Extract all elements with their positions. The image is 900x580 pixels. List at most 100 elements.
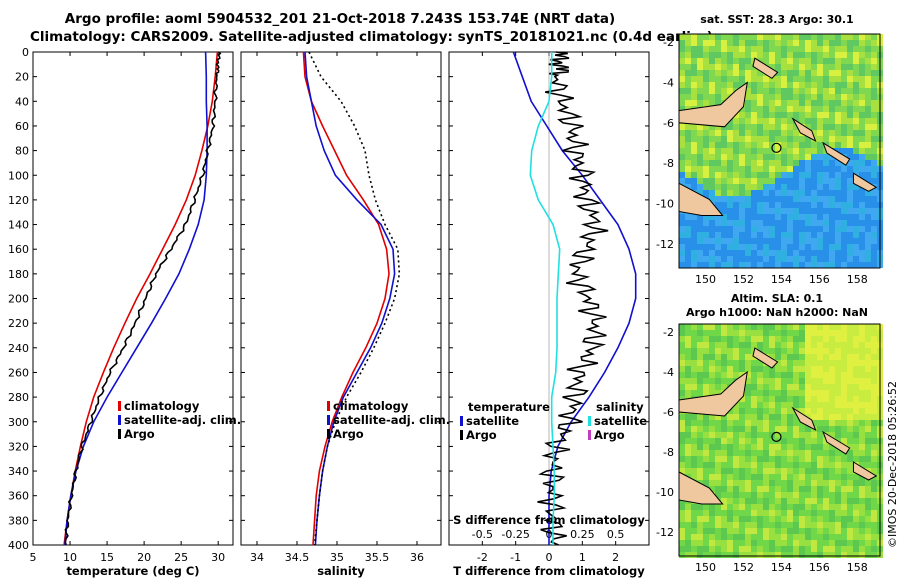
map-cell [799,402,805,408]
sst-map-title: sat. SST: 28.3 Argo: 30.1 [700,13,854,26]
map-cell [781,510,787,516]
map-cell [865,34,871,40]
map-cell [715,244,721,250]
map-cell [733,468,739,474]
map-cell [805,486,811,492]
map-cell [745,70,751,76]
map-cell [793,94,799,100]
map-cell [793,154,799,160]
map-cell [751,250,757,256]
map-cell [787,468,793,474]
map-cell [853,354,859,360]
map-cell [805,184,811,190]
map-cell [751,522,757,528]
map-cell [853,208,859,214]
map-cell [757,184,763,190]
map-cell [841,492,847,498]
map-cell [805,52,811,58]
map-cell [679,46,685,52]
map-cell [745,232,751,238]
map-cell [859,58,865,64]
map-cell [865,208,871,214]
map-cell [745,106,751,112]
map-cell [817,372,823,378]
map-cell [679,348,685,354]
map-cell [751,456,757,462]
map-cell [859,342,865,348]
map-cell [793,106,799,112]
map-cell [733,330,739,336]
map-cell [757,480,763,486]
map-cell [859,52,865,58]
map-cell [847,202,853,208]
map-cell [859,250,865,256]
y-tick-label: 280 [8,391,29,404]
map-cell [835,112,841,118]
map-cell [757,528,763,534]
map-cell [739,348,745,354]
map-cell [775,468,781,474]
map-cell [865,354,871,360]
salinity-argo-line [308,51,401,546]
map-cell [679,244,685,250]
map-cell [775,160,781,166]
map-cell [721,208,727,214]
map-cell [871,462,877,468]
map-cell [769,58,775,64]
map-cell [817,244,823,250]
map-cell [685,94,691,100]
map-cell [727,348,733,354]
map-cell [799,256,805,262]
map-cell [805,366,811,372]
map-cell [817,444,823,450]
map-cell [763,214,769,220]
map-cell [841,324,847,330]
map-cell [709,214,715,220]
map-cell [847,196,853,202]
map-cell [697,52,703,58]
map-cell [769,250,775,256]
map-cell [829,76,835,82]
map-cell [703,76,709,82]
map-cell [739,148,745,154]
map-cell [757,256,763,262]
map-cell [739,118,745,124]
map-cell [727,426,733,432]
map-cell [709,196,715,202]
map-cell [859,46,865,52]
map-cell [775,58,781,64]
map-cell [853,238,859,244]
map-cell [709,40,715,46]
map-cell [679,528,685,534]
map-cell [769,88,775,94]
map-cell [841,100,847,106]
map-cell [871,250,877,256]
map-cell [763,130,769,136]
map-cell [781,372,787,378]
map-cell [751,166,757,172]
map-cell [799,118,805,124]
map-cell [739,468,745,474]
map-cell [859,510,865,516]
map-cell [733,540,739,546]
map-cell [709,504,715,510]
map-cell [685,148,691,154]
map-cell [733,208,739,214]
map-cell [769,106,775,112]
map-cell [763,426,769,432]
map-cell [805,450,811,456]
map-cell [691,324,697,330]
map-cell [739,34,745,40]
map-cell [817,378,823,384]
map-cell [847,336,853,342]
map-cell [733,262,739,268]
temperature-climatology-line [63,51,219,546]
map-cell [703,190,709,196]
map-cell [751,172,757,178]
map-cell [703,226,709,232]
map-cell [829,552,835,558]
map-cell [751,534,757,540]
map-cell [781,238,787,244]
map-cell [841,390,847,396]
map-cell [733,190,739,196]
